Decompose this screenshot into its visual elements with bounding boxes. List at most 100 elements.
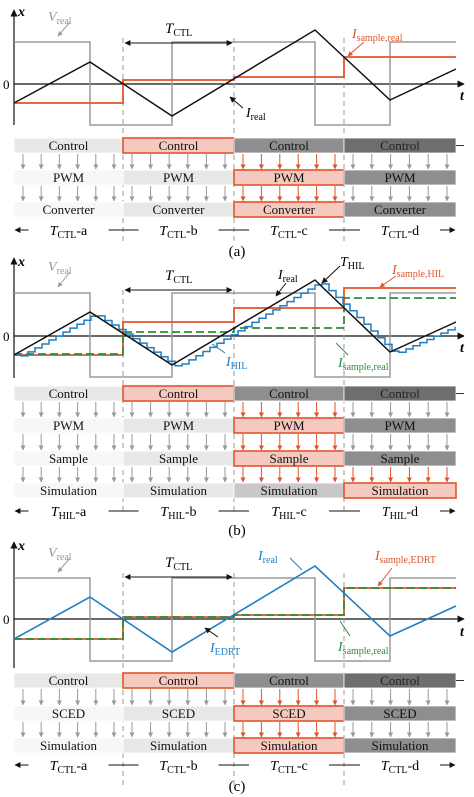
timeline-cell-label: PWM <box>163 170 195 185</box>
i-hil-label: IHIL <box>225 355 247 372</box>
period-label: TCTL-d <box>381 759 419 776</box>
period-label-bg <box>249 503 329 517</box>
x-axis-label: x <box>17 539 25 554</box>
timeline-cell <box>343 450 457 467</box>
i-sample-label: Isample,real <box>351 27 403 44</box>
timeline-cell-label: Control <box>159 673 199 688</box>
timeline-cell-label: Sample <box>270 451 309 466</box>
v-real-waveform <box>14 577 456 662</box>
timeline-cell-label: PWM <box>384 418 416 433</box>
panel-caption: (a) <box>229 244 246 260</box>
timeline-cell-label: Control <box>159 386 199 401</box>
timeline-cell-label: Converter <box>153 202 206 217</box>
timeline-cell-label: Simulation <box>150 738 208 753</box>
timeline-cell-label: Sample <box>49 451 88 466</box>
period-label-bg <box>138 757 219 771</box>
i-sample-real-label: Isample,real <box>337 356 389 373</box>
zero-label: 0 <box>3 329 10 344</box>
zero-label: 0 <box>3 77 10 92</box>
period-label-bg <box>360 222 440 236</box>
timeline-cell-label: Control <box>380 673 420 688</box>
period-label: THIL-a <box>51 505 87 522</box>
timeline-cell-label: PWM <box>273 418 305 433</box>
period-label-bg <box>360 757 440 771</box>
timeline-cell-label: Sample <box>381 451 420 466</box>
timeline-cell-label: Simulation <box>260 483 318 498</box>
panel-caption: (c) <box>229 779 246 795</box>
t-ctl-label: TCTL <box>165 21 192 39</box>
v-real-pointer <box>57 271 71 288</box>
period-label-bg <box>28 222 109 236</box>
x-axis-label: x <box>17 5 25 20</box>
period-label: THIL-b <box>160 505 196 522</box>
v-real-pointer <box>57 21 71 37</box>
panel-b-timeline: Control Control Control Control PWM PWM PWM PWM… <box>13 385 464 539</box>
timeline-cell-label: Sample <box>159 451 198 466</box>
timeline-cell-label: Simulation <box>371 738 429 753</box>
panel-caption: (b) <box>228 523 246 539</box>
i-sample-edrt-pointer <box>377 567 393 587</box>
panel-b-rows: Control Control Control Control PWM PWM PWM PWM… <box>13 385 464 522</box>
period-label: THIL-c <box>271 505 306 522</box>
panel-a-rows: Control Control Control Control PWM PWM PWM PWM… <box>13 137 464 241</box>
period-label: TCTL-a <box>50 224 88 241</box>
i-real-pointer <box>275 282 287 297</box>
v-real-label: Vreal <box>48 10 72 27</box>
i-hil-waveform <box>14 283 456 367</box>
timeline-cell <box>343 201 457 218</box>
i-sample-real-label: Isample,real <box>337 640 389 657</box>
i-sample-real-waveform <box>14 297 456 355</box>
period-label-bg <box>249 757 329 771</box>
t-hil-label: THIL <box>340 255 364 272</box>
i-sample-edrt-label: Isample,EDRT <box>374 549 436 566</box>
period-label-bg <box>360 503 440 517</box>
timeline-cell-label: Converter <box>374 202 427 217</box>
timeline-cell-label: Simulation <box>40 738 98 753</box>
v-real-pointer <box>57 557 71 573</box>
timeline-cell-label: Converter <box>263 202 316 217</box>
t-ctl-label: TCTL <box>165 268 192 286</box>
period-label: TCTL-c <box>270 224 308 241</box>
i-hil-pointer <box>211 343 226 354</box>
t-axis-label: t <box>460 341 465 356</box>
period-label: TCTL-d <box>381 224 419 241</box>
timeline-cell <box>343 737 457 754</box>
timeline-cell-label: Converter <box>43 202 96 217</box>
timeline-cell-label: PWM <box>273 170 305 185</box>
timeline-cell <box>343 705 457 722</box>
v-real-label: Vreal <box>48 546 72 563</box>
i-sample-hil-label: Isample,HIL <box>391 263 444 280</box>
timeline-cell-label: Control <box>380 138 420 153</box>
period-label-bg <box>249 222 329 236</box>
zero-label: 0 <box>3 612 10 627</box>
timeline-cell-label: Control <box>49 138 89 153</box>
period-label: TCTL-b <box>159 759 197 776</box>
t-axis-label: t <box>460 89 465 104</box>
period-label: TCTL-b <box>159 224 197 241</box>
timeline-cell-label: Control <box>269 673 309 688</box>
panel-b: x t 0 TCTL Vreal Ireal THIL Isample,HIL <box>3 255 465 539</box>
v-real-waveform <box>14 292 456 378</box>
timeline-cell-label: SCED <box>162 706 195 721</box>
i-real-waveform <box>13 565 457 653</box>
timeline-cell-label: Control <box>269 138 309 153</box>
timeline-cell-label: Simulation <box>40 483 98 498</box>
timeline-cell-label: SCED <box>272 706 305 721</box>
i-real-pointer <box>289 557 303 571</box>
i-sample-real-pointer <box>335 342 349 356</box>
timeline-cell-label: Control <box>159 138 199 153</box>
panel-b-plot: x t 0 TCTL Vreal Ireal THIL Isample,HIL <box>3 255 465 512</box>
timeline-cell-label: Control <box>380 386 420 401</box>
period-label-bg <box>28 757 109 771</box>
timeline-cell <box>343 169 457 186</box>
timeline-cell-label: SCED <box>383 706 416 721</box>
timeline-cell <box>343 482 457 499</box>
panel-c-plot: x t 0 TCTL Vreal Ireal Isample,EDRT IEDR… <box>3 539 465 785</box>
period-label-bg <box>28 503 109 517</box>
i-edrt-pointer <box>204 627 219 638</box>
i-real-waveform <box>13 279 457 366</box>
period-label-bg <box>138 222 219 236</box>
panel-c-timeline: Control Control Control Control SCED SCED SCED… <box>13 672 464 795</box>
panel-a: x t 0 TCTL Vreal Isample,real Ireal Cont… <box>3 5 465 260</box>
